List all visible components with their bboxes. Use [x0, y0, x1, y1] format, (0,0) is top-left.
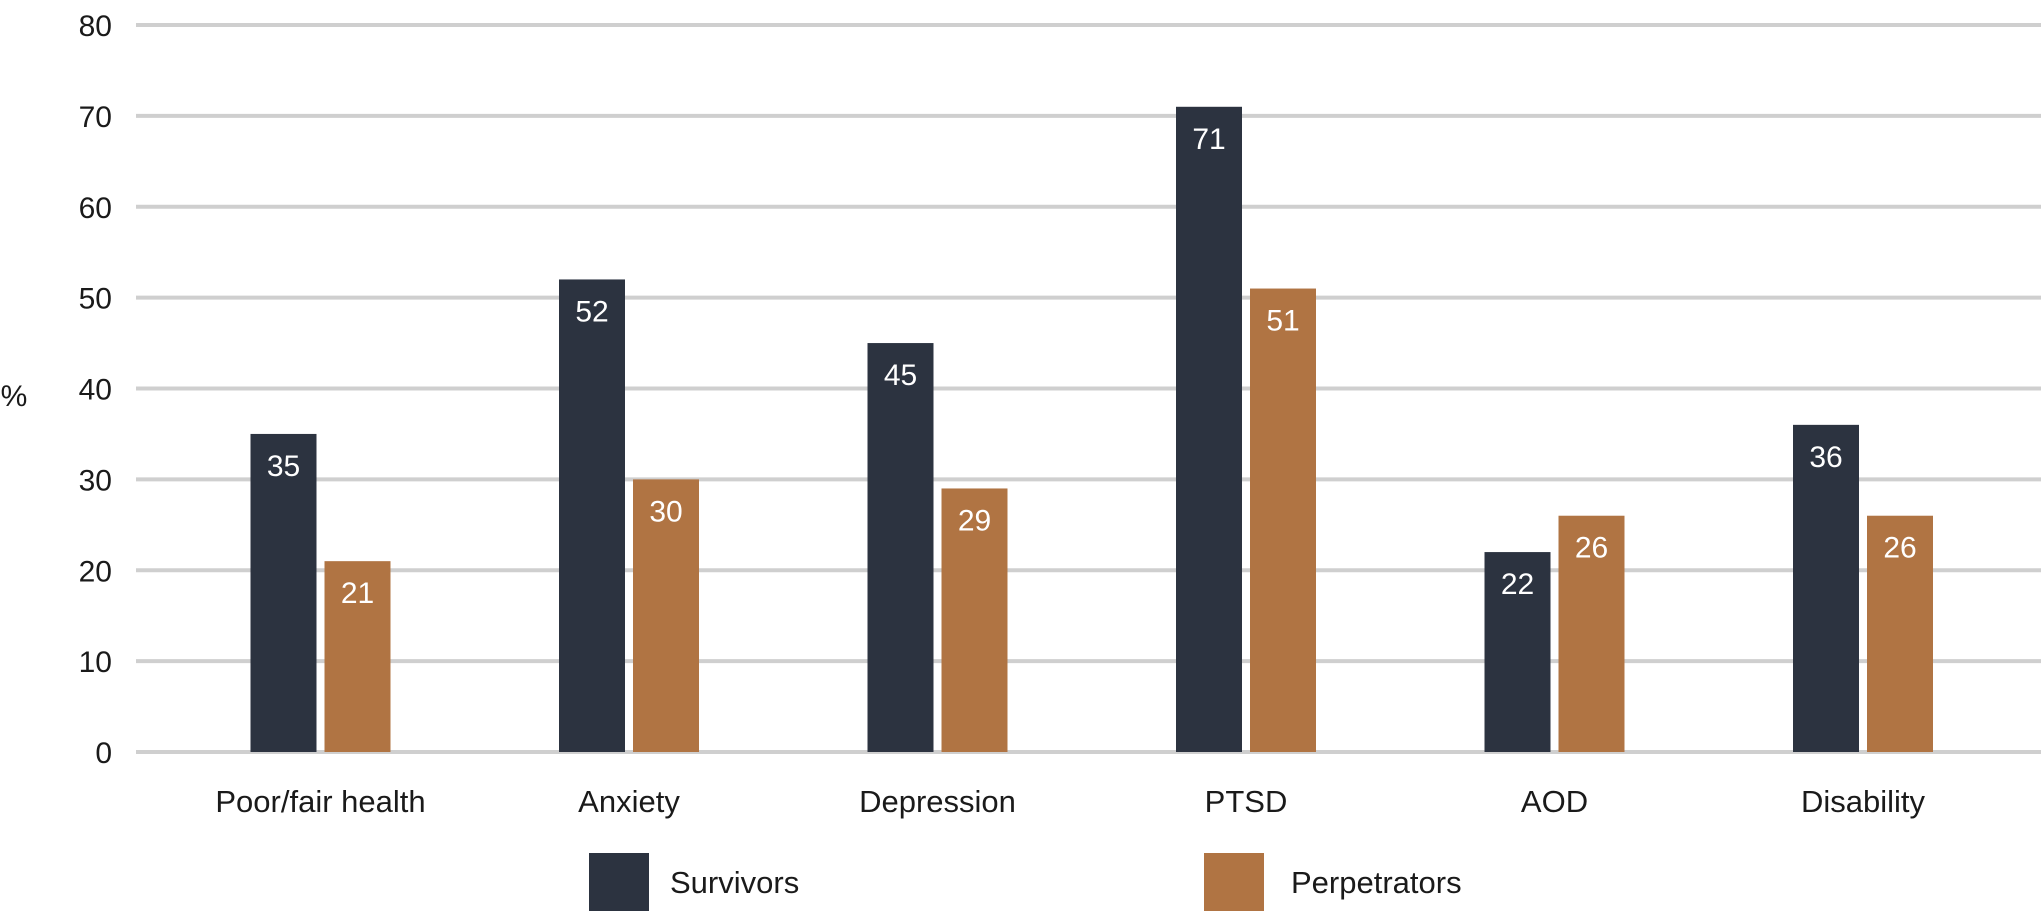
bar-survivors-5 [1793, 424, 1859, 752]
bar-value-label: 26 [1883, 532, 1916, 565]
y-tick-label: 0 [95, 737, 112, 770]
y-tick-label: 20 [79, 555, 112, 588]
bar-value-label: 30 [649, 495, 682, 528]
gridlines [136, 23, 2041, 754]
y-axis-label: % [1, 380, 28, 413]
y-axis-ticks: 0 10 20 30 40 50 60 70 80 [79, 10, 112, 770]
bars: 35 21 52 30 45 29 71 51 22 26 36 26 [250, 106, 1933, 753]
bar-value-label: 35 [267, 450, 300, 483]
legend-swatch-survivors [589, 853, 649, 911]
bar-value-label: 71 [1192, 123, 1225, 156]
bar-value-label: 29 [958, 504, 991, 537]
y-tick-label: 50 [79, 283, 112, 316]
bar-survivors-4 [1484, 552, 1551, 752]
legend-label-perpetrators: Perpetrators [1291, 865, 1462, 900]
bar-survivors-1 [559, 279, 625, 752]
bar-value-label: 21 [341, 577, 374, 610]
bar-survivors-2 [867, 343, 934, 752]
bar-perpetrators-5 [1867, 515, 1933, 752]
bar-perpetrators-1 [633, 479, 699, 752]
x-category-label: Disability [1801, 784, 1926, 819]
y-tick-label: 40 [79, 374, 112, 407]
x-category-label: AOD [1521, 784, 1588, 819]
legend-label-survivors: Survivors [670, 865, 799, 900]
bar-value-label: 26 [1575, 532, 1608, 565]
x-category-label: Depression [859, 784, 1016, 819]
x-category-label: Anxiety [578, 784, 680, 819]
bar-survivors-3 [1176, 106, 1242, 753]
bar-perpetrators-4 [1558, 515, 1625, 752]
bar-value-label: 45 [884, 359, 917, 392]
y-tick-label: 70 [79, 101, 112, 134]
x-category-label: Poor/fair health [215, 784, 425, 819]
legend-swatch-perpetrators [1204, 853, 1264, 911]
bar-value-label: 51 [1266, 305, 1299, 338]
x-category-label: PTSD [1205, 784, 1288, 819]
bar-perpetrators-2 [941, 488, 1008, 752]
bar-value-label: 52 [575, 295, 608, 328]
bar-perpetrators-0 [324, 561, 391, 752]
bar-survivors-0 [250, 433, 317, 752]
bar-perpetrators-3 [1250, 288, 1316, 752]
legend: Survivors Perpetrators [589, 853, 1462, 911]
x-axis-labels: Poor/fair health Anxiety Depression PTSD AOD… [215, 784, 1925, 819]
bar-value-label: 36 [1809, 441, 1842, 474]
y-tick-label: 30 [79, 464, 112, 497]
y-tick-label: 60 [79, 192, 112, 225]
y-tick-label: 80 [79, 10, 112, 43]
y-tick-label: 10 [79, 646, 112, 679]
bar-value-label: 22 [1501, 568, 1534, 601]
